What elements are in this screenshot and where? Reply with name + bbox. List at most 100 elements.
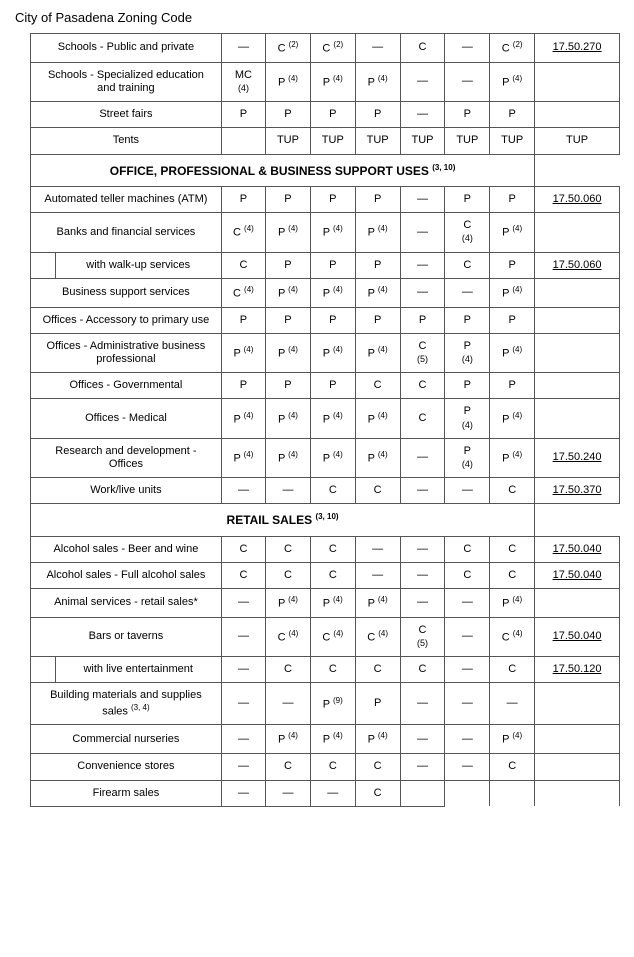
- zone-cell: P (4): [490, 589, 535, 618]
- zone-cell: —: [400, 186, 445, 212]
- zone-cell: P (4): [490, 725, 535, 754]
- zone-cell: P: [490, 252, 535, 278]
- zone-cell: P (4): [266, 399, 311, 438]
- zone-cell: —: [445, 725, 490, 754]
- zone-cell: C: [310, 754, 355, 780]
- reference-cell: 17.50.040: [535, 562, 620, 588]
- zone-cell: P (4): [355, 62, 400, 101]
- zone-cell: —: [221, 589, 265, 618]
- zone-cell: P: [221, 102, 265, 128]
- zone-cell: C: [221, 252, 265, 278]
- zone-cell: C (4): [221, 213, 265, 252]
- row-label: Commercial nurseries: [31, 725, 222, 754]
- zone-cell: P (4): [221, 333, 265, 372]
- zone-cell: P (4): [490, 399, 535, 438]
- zone-cell: C: [310, 562, 355, 588]
- zone-cell: —: [445, 754, 490, 780]
- zone-cell: P (4): [266, 725, 311, 754]
- zone-cell: P (4): [490, 333, 535, 372]
- row-label: Street fairs: [31, 102, 222, 128]
- zone-cell: P: [221, 186, 265, 212]
- zone-cell: C: [221, 536, 265, 562]
- zone-cell: P (4): [266, 589, 311, 618]
- zone-cell: P: [355, 252, 400, 278]
- zone-cell: C: [310, 657, 355, 683]
- zone-cell: C: [490, 562, 535, 588]
- zone-cell: —: [400, 478, 445, 504]
- row-label: Convenience stores: [31, 754, 222, 780]
- zone-cell: C: [310, 536, 355, 562]
- zone-cell: P (4): [355, 213, 400, 252]
- reference-cell: 17.50.040: [535, 536, 620, 562]
- section-header: OFFICE, PROFESSIONAL & BUSINESS SUPPORT …: [31, 154, 535, 186]
- zone-cell: P: [310, 307, 355, 333]
- zone-cell: P: [266, 252, 311, 278]
- zone-cell: C: [490, 536, 535, 562]
- zone-cell: P: [310, 373, 355, 399]
- reference-cell: [535, 102, 620, 128]
- zone-cell: —: [400, 278, 445, 307]
- zone-cell: —: [445, 34, 490, 63]
- zone-cell: TUP: [400, 128, 445, 154]
- zone-cell: P: [490, 307, 535, 333]
- zone-cell: [400, 780, 445, 806]
- reference-cell: 17.50.120: [535, 657, 620, 683]
- zone-cell: TUP: [445, 128, 490, 154]
- zone-cell: P: [445, 186, 490, 212]
- zone-cell: P: [490, 186, 535, 212]
- zone-cell: C: [355, 657, 400, 683]
- zone-cell: C: [266, 754, 311, 780]
- zone-cell: P (4): [310, 399, 355, 438]
- zone-cell: —: [355, 536, 400, 562]
- zone-cell: —: [221, 754, 265, 780]
- zone-cell: —: [445, 617, 490, 656]
- reference-cell: [535, 754, 620, 780]
- zone-cell: P: [355, 186, 400, 212]
- zone-cell: P (4): [266, 438, 311, 477]
- row-label: Offices - Governmental: [31, 373, 222, 399]
- row-label: Building materials and supplies sales (3…: [31, 683, 222, 725]
- row-label: Work/live units: [31, 478, 222, 504]
- zone-cell: P: [400, 307, 445, 333]
- reference-cell: [535, 307, 620, 333]
- zone-cell: —: [400, 725, 445, 754]
- reference-cell: 17.50.370: [535, 478, 620, 504]
- zone-cell: C: [266, 562, 311, 588]
- zone-cell: —: [445, 657, 490, 683]
- row-label: Schools - Public and private: [31, 34, 222, 63]
- zone-cell: P: [490, 102, 535, 128]
- reference-cell: 17.50.060: [535, 252, 620, 278]
- section-header: RETAIL SALES (3, 10): [31, 504, 535, 536]
- zone-cell: C (2): [310, 34, 355, 63]
- zone-cell: [445, 780, 490, 806]
- row-label: Firearm sales: [31, 780, 222, 806]
- zone-cell: —: [400, 438, 445, 477]
- reference-cell: [535, 333, 620, 372]
- zone-cell: —: [490, 683, 535, 725]
- zone-cell: P: [310, 186, 355, 212]
- row-label: Tents: [31, 128, 222, 154]
- zone-cell: C: [445, 562, 490, 588]
- zone-cell: —: [221, 683, 265, 725]
- reference-cell: TUP: [535, 128, 620, 154]
- row-label: Schools - Specialized education and trai…: [31, 62, 222, 101]
- reference-cell: [535, 213, 620, 252]
- zone-cell: C: [400, 34, 445, 63]
- zone-cell: C (4): [310, 617, 355, 656]
- zone-cell: P (4): [310, 589, 355, 618]
- reference-cell: [535, 725, 620, 754]
- zone-cell: P (4): [355, 399, 400, 438]
- zone-cell: —: [310, 780, 355, 806]
- zone-cell: C (4): [490, 617, 535, 656]
- zone-cell: P: [266, 373, 311, 399]
- zone-cell: C(5): [400, 617, 445, 656]
- page-header: City of Pasadena Zoning Code: [15, 10, 619, 25]
- zone-cell: P (4): [490, 278, 535, 307]
- zone-cell: —: [445, 683, 490, 725]
- row-label: Offices - Accessory to primary use: [31, 307, 222, 333]
- zone-cell: P: [445, 307, 490, 333]
- zone-cell: C: [266, 657, 311, 683]
- row-label: Offices - Medical: [31, 399, 222, 438]
- zone-cell: P: [266, 186, 311, 212]
- zone-cell: P (4): [310, 725, 355, 754]
